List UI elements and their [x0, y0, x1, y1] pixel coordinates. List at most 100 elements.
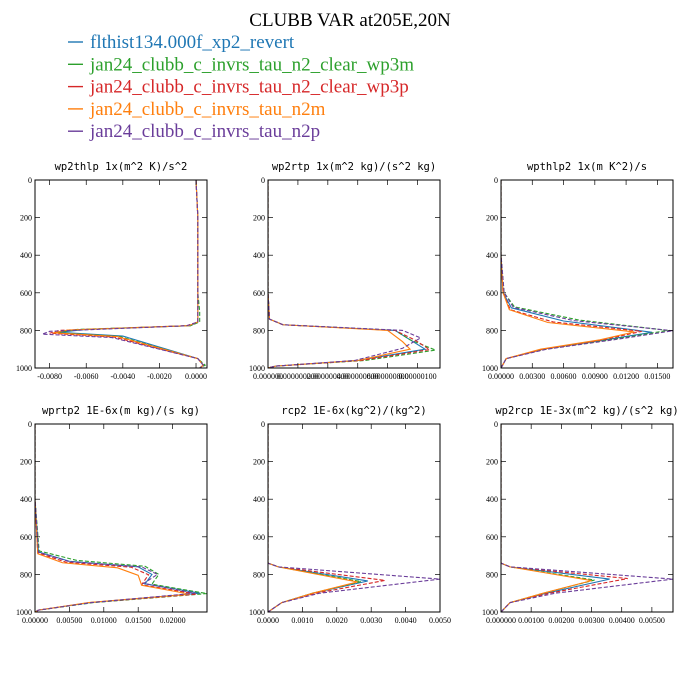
series-line — [268, 180, 412, 368]
y-tick-label: 1000 — [249, 608, 265, 617]
series-line — [49, 180, 205, 368]
x-tick-label: 0.00000 — [488, 372, 514, 381]
y-tick-label: 1000 — [249, 364, 265, 373]
y-tick-label: 1000 — [482, 364, 498, 373]
legend: flthist134.000f_xp2_revertjan24_clubb_c_… — [68, 32, 414, 142]
chart-panel: wprtp2 1E-6x(m kg)/(s kg) 0 200 400 600 800 10… — [16, 405, 208, 625]
x-tick-label: 0.00100 — [518, 616, 544, 625]
series-line — [35, 424, 201, 612]
series-line — [501, 424, 610, 612]
plot-frame — [500, 423, 674, 613]
y-tick-label: 200 — [20, 214, 32, 223]
y-tick-label: 800 — [20, 570, 32, 579]
x-tick-label: -0.0040 — [110, 372, 135, 381]
plot-frame — [267, 179, 441, 369]
x-tick-label: 0.000000 — [253, 372, 283, 381]
panel-title: wprtp2 1E-6x(m kg)/(s kg) — [42, 405, 200, 417]
x-tick-label: 0.0020 — [326, 616, 348, 625]
panel-title: wp2rcp 1E-3x(m^2 kg)/(s^2 kg) — [495, 405, 678, 417]
x-tick-label: 0.01200 — [613, 372, 639, 381]
x-tick-label: -0.0060 — [74, 372, 99, 381]
plot-frame — [34, 179, 208, 369]
y-tick-label: 1000 — [482, 608, 498, 617]
x-tick-label: 0.0050 — [429, 616, 451, 625]
series-line — [501, 180, 642, 368]
y-tick-label: 600 — [20, 533, 32, 542]
y-tick-label: 0 — [261, 176, 265, 185]
y-tick-label: 400 — [20, 251, 32, 260]
y-tick-label: 0 — [28, 420, 32, 429]
figure-title: CLUBB VAR at205E,20N — [249, 10, 451, 31]
x-tick-label: 0.000000200 — [277, 372, 319, 381]
series-line — [268, 424, 362, 612]
y-tick-label: 200 — [20, 458, 32, 467]
y-tick-label: 200 — [486, 458, 498, 467]
x-tick-label: 0.00600 — [551, 372, 577, 381]
series-line — [35, 424, 207, 612]
x-tick-label: 0.00000 — [22, 616, 48, 625]
x-tick-label: 0.0010 — [291, 616, 313, 625]
chart-panel: wpthlp2 1x(m K^2)/s020040060080010000.00… — [482, 161, 674, 381]
legend-label: jan24_clubb_c_invrs_tau_n2_clear_wp3p — [89, 77, 409, 98]
y-tick-label: 600 — [20, 289, 32, 298]
series-group — [501, 424, 673, 612]
series-line — [501, 180, 653, 368]
y-tick-label: 600 — [253, 533, 265, 542]
x-tick-label: -0.0080 — [37, 372, 62, 381]
legend-label: jan24_clubb_c_invrs_tau_n2p — [89, 121, 320, 142]
series-line — [501, 180, 635, 368]
series-line — [35, 424, 190, 612]
chart-panel: wp2thlp 1x(m^2 K)/s^2 0 200 400 600 800 1000 -0… — [16, 161, 208, 381]
x-tick-label: 0.01500 — [644, 372, 670, 381]
x-tick-label: 0.01000 — [91, 616, 117, 625]
y-tick-label: 800 — [486, 570, 498, 579]
y-tick-label: 200 — [253, 214, 265, 223]
y-tick-label: 1000 — [16, 364, 32, 373]
x-tick-label: 0.0000 — [185, 372, 207, 381]
series-group — [268, 424, 440, 612]
x-tick-label: 0.01500 — [125, 616, 151, 625]
y-tick-label: 200 — [253, 458, 265, 467]
y-tick-label: 400 — [486, 495, 498, 504]
series-line — [268, 424, 440, 612]
x-tick-label: 0.00900 — [582, 372, 608, 381]
y-tick-label: 400 — [253, 251, 265, 260]
series-line — [53, 180, 205, 368]
plot-frame — [500, 179, 674, 369]
plot-frame — [267, 423, 441, 613]
series-line — [268, 180, 427, 368]
y-tick-label: 800 — [486, 326, 498, 335]
series-group — [42, 180, 207, 368]
x-tick-label: 0.000000400 — [307, 372, 349, 381]
series-line — [501, 180, 673, 368]
y-tick-label: 0 — [28, 176, 32, 185]
x-tick-label: 0.00500 — [639, 616, 665, 625]
series-line — [268, 180, 432, 368]
series-line — [501, 180, 668, 368]
legend-entry: jan24_clubb_c_invrs_tau_n2_clear_wp3p — [68, 77, 409, 98]
y-tick-label: 1000 — [16, 608, 32, 617]
panel-title: wp2thlp 1x(m^2 K)/s^2 — [55, 161, 188, 173]
panel-title: rcp2 1E-6x(kg^2)/(kg^2) — [281, 405, 426, 417]
y-tick-label: 200 — [486, 214, 498, 223]
x-tick-label: 0.0040 — [395, 616, 417, 625]
x-tick-label: 0.02000 — [160, 616, 186, 625]
x-tick-label: 0.00200 — [548, 616, 574, 625]
y-tick-label: 0 — [261, 420, 265, 429]
chart-panel: rcp2 1E-6x(kg^2)/(kg^2) 0 200 400 600 800 1000… — [249, 405, 451, 625]
legend-label: jan24_clubb_c_invrs_tau_n2_clear_wp3m — [89, 54, 414, 75]
x-tick-label: 0.00300 — [519, 372, 545, 381]
chart-panel: wp2rcp 1E-3x(m^2 kg)/(s^2 kg) 0 200 400 600 8… — [482, 405, 679, 625]
series-line — [501, 424, 592, 612]
y-tick-label: 800 — [253, 570, 265, 579]
y-tick-label: 0 — [494, 176, 498, 185]
panels: wp2thlp 1x(m^2 K)/s^2 0 200 400 600 800 1000 -0… — [16, 161, 679, 625]
legend-label: jan24_clubb_c_invrs_tau_n2m — [89, 99, 326, 120]
y-tick-label: 400 — [253, 495, 265, 504]
y-tick-label: 600 — [253, 289, 265, 298]
panel-title: wp2rtp 1x(m^2 kg)/(s^2 kg) — [272, 161, 436, 173]
y-tick-label: 600 — [486, 289, 498, 298]
legend-entry: flthist134.000f_xp2_revert — [68, 32, 295, 53]
legend-entry: jan24_clubb_c_invrs_tau_n2p — [68, 121, 320, 142]
